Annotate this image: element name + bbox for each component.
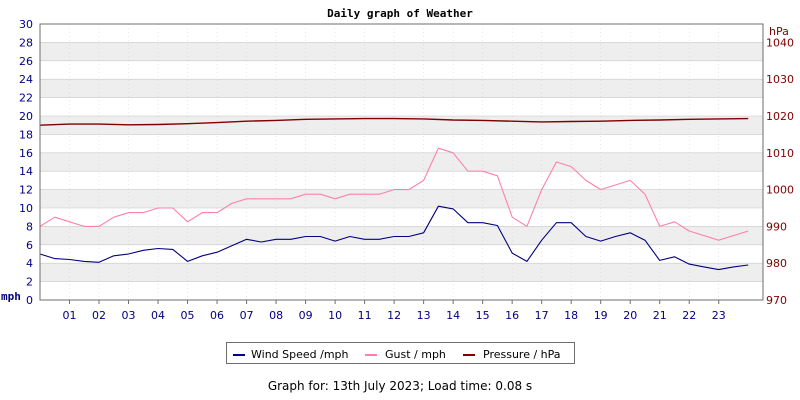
left-tick-label: 16 (19, 147, 33, 160)
plot-frame (39, 23, 764, 301)
x-tick-label: 04 (151, 309, 165, 322)
left-tick-label: 20 (19, 110, 33, 123)
legend-items: Wind Speed /mph Gust / mph Pressure / hP… (233, 348, 561, 361)
legend-item-wind: Wind Speed /mph (233, 348, 349, 361)
legend: Wind Speed /mph Gust / mph Pressure / hP… (226, 342, 575, 364)
x-tick-label: 23 (712, 309, 726, 322)
x-tick-label: 09 (299, 309, 313, 322)
footer: Graph for: 13th July 2023; Load time: 0.… (0, 379, 800, 393)
x-tick-label: 02 (92, 309, 106, 322)
left-tick-label: 26 (19, 55, 33, 68)
legend-label-wind: Wind Speed /mph (251, 348, 349, 361)
x-tick-label: 13 (417, 309, 431, 322)
x-tick-label: 03 (122, 309, 136, 322)
x-tick-label: 05 (181, 309, 195, 322)
x-tick-label: 18 (564, 309, 578, 322)
left-tick-label: 14 (19, 165, 33, 178)
grid-band (40, 42, 763, 61)
grid-band (40, 189, 763, 208)
grid-band (40, 152, 763, 172)
left-tick-label: 22 (19, 92, 33, 105)
x-tick-label: 10 (328, 309, 342, 322)
left-axis-label: mph (1, 290, 21, 303)
x-tick-label: 01 (63, 309, 77, 322)
left-tick-label: 8 (26, 220, 33, 233)
x-tick-label: 16 (505, 309, 519, 322)
left-tick-label: 6 (26, 239, 33, 252)
legend-label-gust: Gust / mph (385, 348, 446, 361)
x-tick-label: 20 (623, 309, 637, 322)
grid-band (40, 79, 763, 98)
left-tick-label: 2 (26, 276, 33, 289)
series-wind-speed (39, 205, 749, 271)
left-tick-label: 4 (26, 257, 33, 270)
left-tick-label: 18 (19, 128, 33, 141)
series-pressure (39, 117, 749, 126)
right-tick-label: 1040 (766, 36, 794, 49)
right-axis: 970 980 990 1000 1010 1020 1030 1040 (766, 36, 794, 307)
x-axis: 01 02 03 04 05 06 07 08 09 10 11 12 13 14 15 16 17 18 19 20… (63, 300, 726, 322)
footer-load-time: 0.08 s (495, 379, 533, 393)
right-tick-label: 970 (766, 294, 787, 307)
x-tick-label: 06 (210, 309, 224, 322)
background-bands (40, 42, 763, 282)
left-tick-label: 0 (26, 294, 33, 307)
x-tick-label: 17 (535, 309, 549, 322)
x-tick-label: 07 (240, 309, 254, 322)
right-tick-label: 980 (766, 257, 787, 270)
left-tick-label: 12 (19, 184, 33, 197)
right-tick-label: 1010 (766, 147, 794, 160)
x-tick-label: 11 (358, 309, 372, 322)
x-tick-label: 15 (476, 309, 490, 322)
right-tick-label: 990 (766, 220, 787, 233)
footer-prefix: Graph for: (267, 379, 329, 393)
series-layer (39, 117, 749, 271)
grid-band (40, 226, 763, 245)
x-tick-label: 12 (387, 309, 401, 322)
legend-item-pressure: Pressure / hPa (463, 348, 561, 361)
right-tick-label: 1030 (766, 73, 794, 86)
right-axis-label: hPa (769, 25, 789, 38)
right-tick-label: 1000 (766, 184, 794, 197)
series-gust (39, 147, 749, 241)
x-tick-label: 14 (446, 309, 460, 322)
x-tick-label: 22 (682, 309, 696, 322)
left-tick-label: 28 (19, 36, 33, 49)
left-tick-label: 24 (19, 73, 33, 86)
chart-title: Daily graph of Weather (327, 7, 473, 20)
x-tick-label: 08 (269, 309, 283, 322)
x-tick-label: 19 (594, 309, 608, 322)
legend-label-pressure: Pressure / hPa (483, 348, 561, 361)
right-tick-label: 1020 (766, 110, 794, 123)
footer-date: 13th July 2023 (332, 379, 420, 393)
left-tick-label: 10 (19, 202, 33, 215)
grid-band (40, 116, 763, 135)
x-tick-label: 21 (653, 309, 667, 322)
left-tick-label: 30 (19, 18, 33, 31)
legend-item-gust: Gust / mph (365, 348, 446, 361)
grid-band (40, 263, 763, 282)
footer-load-label: ; Load time: (419, 379, 492, 393)
